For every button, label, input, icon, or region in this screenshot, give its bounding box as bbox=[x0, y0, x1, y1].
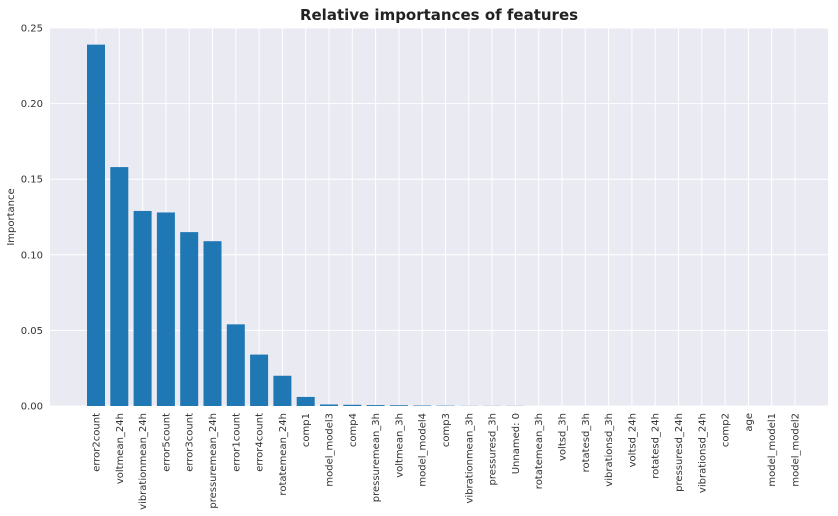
x-tick-label: vibrationsd_24h bbox=[697, 413, 708, 493]
x-tick-labels: error2count voltmean_24h vibrationmean_24h… bbox=[92, 413, 802, 510]
bar-model-model3 bbox=[320, 404, 338, 406]
y-gridlines bbox=[50, 27, 828, 407]
x-tick-label: error1count bbox=[231, 413, 242, 472]
x-tick-label: rotatemean_3h bbox=[534, 413, 545, 489]
bar-voltmean-3h bbox=[389, 405, 408, 406]
x-tick-label: comp3 bbox=[441, 413, 452, 447]
bar-error1count bbox=[226, 324, 245, 406]
x-tick-label: pressuremean_3h bbox=[371, 413, 382, 502]
x-tick-label: error3count bbox=[185, 413, 196, 472]
bar-rotatemean-24h bbox=[273, 375, 292, 406]
x-tick-label: pressuremean_24h bbox=[208, 413, 219, 509]
bar-error3count bbox=[180, 232, 199, 406]
x-tick-label: rotatesd_3h bbox=[581, 413, 592, 472]
x-tick-label: error4count bbox=[255, 413, 266, 472]
x-tick-label: age bbox=[744, 413, 755, 432]
bar-vibrationmean-24h bbox=[133, 210, 152, 406]
y-tick-label: 0.10 bbox=[21, 250, 43, 261]
x-tick-label: comp2 bbox=[721, 413, 732, 447]
x-tick-label: pressuresd_24h bbox=[674, 413, 685, 492]
x-tick-label: comp4 bbox=[348, 413, 359, 447]
plot-background bbox=[50, 28, 828, 406]
x-tick-label: vibrationmean_3h bbox=[464, 413, 475, 504]
x-tick-label: voltmean_24h bbox=[115, 413, 126, 484]
y-tick-label: 0.00 bbox=[21, 402, 43, 413]
y-tick-label: 0.15 bbox=[21, 175, 43, 186]
bars bbox=[87, 44, 525, 407]
bar-error5count bbox=[156, 212, 175, 406]
x-tick-label: voltsd_3h bbox=[558, 413, 569, 461]
x-tick-label: vibrationmean_24h bbox=[138, 413, 149, 510]
y-tick-label: 0.20 bbox=[21, 99, 43, 110]
bar-error4count bbox=[250, 354, 269, 406]
x-tick-label: model_model2 bbox=[791, 413, 802, 487]
bar-comp4 bbox=[343, 404, 362, 406]
x-tick-label: rotatemean_24h bbox=[278, 413, 289, 496]
x-tick-label: rotatesd_24h bbox=[651, 413, 662, 479]
bar-voltmean-24h bbox=[110, 167, 129, 406]
x-tick-label: voltsd_24h bbox=[627, 413, 638, 467]
bar-pressuremean-24h bbox=[203, 241, 222, 406]
x-tick-label: model_model1 bbox=[767, 413, 778, 487]
x-tick-label: comp1 bbox=[301, 413, 312, 447]
x-tick-label: error5count bbox=[161, 413, 172, 472]
x-tick-label: vibrationsd_3h bbox=[604, 413, 615, 487]
y-axis-title: Importance bbox=[6, 188, 17, 245]
x-tick-label: model_model4 bbox=[418, 413, 429, 487]
x-tick-label: Unnamed: 0 bbox=[511, 413, 522, 474]
bar-comp1 bbox=[296, 396, 315, 406]
bar-pressuremean-3h bbox=[366, 405, 385, 406]
bar-error2count bbox=[87, 44, 105, 407]
y-tick-label: 0.25 bbox=[21, 24, 43, 35]
x-tick-label: voltmean_3h bbox=[394, 413, 405, 478]
y-tick-label: 0.05 bbox=[21, 326, 43, 337]
x-tick-label: model_model3 bbox=[325, 413, 336, 487]
x-tick-label: pressuresd_3h bbox=[488, 413, 499, 485]
y-tick-labels: 0.00 0.05 0.10 0.15 0.20 0.25 bbox=[21, 24, 43, 413]
chart-title: Relative importances of features bbox=[300, 6, 578, 24]
x-tick-label: error2count bbox=[92, 413, 103, 472]
